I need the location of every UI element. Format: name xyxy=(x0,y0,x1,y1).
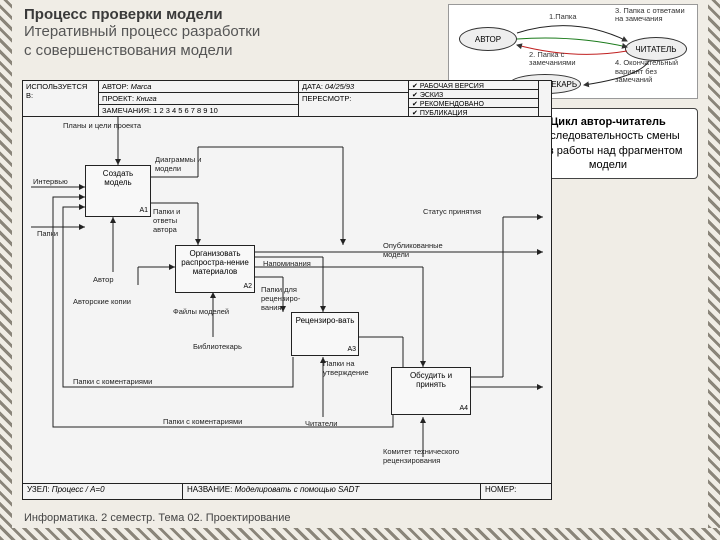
idef-frame: ИСПОЛЬЗУЕТСЯ В: АВТОР: Marca ПРОЕКТ: Кни… xyxy=(22,80,552,500)
slide-footer: Информатика. 2 семестр. Тема 02. Проекти… xyxy=(24,512,291,524)
activity-a3: Рецензиро-ватьA3 xyxy=(291,312,359,356)
activity-a4: Обсудить и принятьA4 xyxy=(391,367,471,415)
page-subtitle-1: Итеративный процесс разработки xyxy=(24,23,454,42)
page-title: Процесс проверки модели xyxy=(24,6,454,23)
page-subtitle-2: с совершенствования модели xyxy=(24,42,454,61)
title-block: Процесс проверки модели Итеративный проц… xyxy=(24,6,454,61)
activity-a1: Создать модельA1 xyxy=(85,165,151,217)
idef-footer: УЗЕЛ: Процесс / A=0 НАЗВАНИЕ: Моделирова… xyxy=(23,483,551,499)
activity-a2: Организовать распростра-нение материалов… xyxy=(175,245,255,293)
cycle-label-4: 4. Окончательный вариант без замечаний xyxy=(615,59,693,84)
idef-body: Создать модельA1 Организовать распростра… xyxy=(23,117,551,483)
cycle-label-3: 3. Папка с ответами на замечания xyxy=(615,7,693,24)
idef-header: ИСПОЛЬЗУЕТСЯ В: АВТОР: Marca ПРОЕКТ: Кни… xyxy=(23,81,551,117)
cycle-label-2: 2. Папка с замечаниями xyxy=(529,51,609,68)
cycle-label-1: 1.Папка xyxy=(549,13,577,21)
hdr-used: ИСПОЛЬЗУЕТСЯ В: xyxy=(23,81,99,117)
